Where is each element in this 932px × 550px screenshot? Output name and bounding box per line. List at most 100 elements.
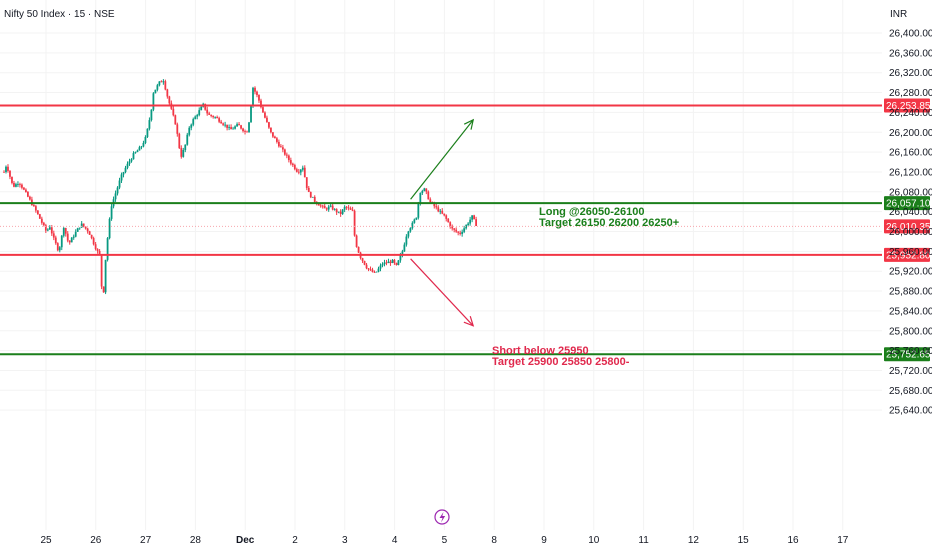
candle [453, 227, 456, 233]
candle-body [184, 144, 187, 150]
candle [60, 234, 63, 251]
candle [238, 122, 240, 126]
level-resistance[interactable]: 26,253.85 [0, 98, 931, 113]
y-tick-label: 26,320.00 [889, 68, 932, 79]
candle [144, 135, 147, 145]
candle-body [214, 116, 217, 118]
lightning-icon [439, 512, 446, 523]
candle [260, 98, 262, 109]
y-tick-label: 25,960.00 [889, 247, 932, 258]
candle [385, 259, 388, 266]
trade-arrows[interactable] [410, 118, 475, 327]
level-badge [884, 347, 930, 362]
candle [266, 115, 268, 123]
candle [21, 183, 23, 190]
candle-body [262, 107, 264, 113]
candle [198, 107, 201, 117]
candle [222, 122, 225, 127]
candle-body [200, 106, 203, 111]
candle-body [80, 223, 83, 228]
candle-body [345, 206, 348, 208]
candle-body [60, 235, 63, 248]
candle-body [272, 132, 274, 137]
price-axis[interactable]: 26,400.00 26,360.00 26,320.00 26,280.00 26,2… [889, 29, 932, 417]
candle [190, 123, 193, 131]
level-resistance[interactable]: 25,952.80 [0, 247, 931, 262]
candle-body [7, 166, 9, 171]
price-levels[interactable]: 26,010.35 26,253.85 26,057.10 25,952.80 25,7… [0, 98, 931, 362]
candle-body [441, 210, 444, 214]
candle-body [224, 124, 227, 126]
candle [461, 229, 464, 237]
candle-body [311, 196, 314, 198]
candle [443, 213, 446, 217]
level-support[interactable]: 26,057.10 [0, 196, 931, 211]
y-tick-label: 25,920.00 [889, 267, 932, 278]
candle-body [391, 259, 394, 263]
candle [457, 231, 460, 236]
candle-body [268, 122, 270, 128]
candle-body [411, 222, 414, 229]
candle [276, 136, 278, 144]
candle-body [375, 271, 378, 273]
x-tick-label: 3 [342, 535, 348, 546]
candle [36, 210, 39, 215]
y-tick-label: 25,720.00 [889, 366, 932, 377]
candle [405, 234, 408, 247]
candle [150, 109, 153, 122]
candle-body [34, 206, 37, 211]
event-marker[interactable] [434, 509, 450, 525]
candle [82, 223, 85, 228]
candle-body [258, 95, 260, 101]
candle [283, 148, 286, 156]
candle-body [279, 146, 282, 148]
candle-body [457, 231, 460, 233]
arrow-head [463, 118, 475, 130]
y-tick-label: 26,200.00 [889, 128, 932, 139]
long-arrow[interactable] [410, 118, 475, 200]
candle-body [38, 214, 41, 219]
candle-body [307, 187, 310, 193]
candle [409, 227, 412, 233]
candle [307, 185, 310, 193]
candle [381, 262, 384, 268]
candle [72, 234, 75, 240]
candle-body [118, 180, 121, 188]
candle [96, 248, 99, 254]
candle-body [11, 176, 13, 183]
candle [46, 228, 49, 232]
candle-body [246, 131, 248, 133]
candle-body [150, 109, 153, 121]
candle-body [335, 209, 338, 213]
candle-body [419, 193, 422, 203]
candle-body [349, 208, 352, 210]
candle-body [74, 231, 77, 237]
candle [321, 204, 324, 209]
candle [62, 226, 65, 238]
level-support[interactable]: 25,752.65 [0, 347, 931, 362]
candle [391, 259, 394, 264]
candle [70, 236, 73, 243]
candle [379, 263, 382, 272]
candle-body [365, 264, 368, 269]
candle-body [443, 213, 446, 216]
time-axis[interactable]: 25 26 27 28 Dec 2 3 4 5 8 9 10 11 12 15 16 17 [40, 535, 848, 546]
candle-body [461, 231, 464, 234]
candle-body [9, 170, 11, 177]
candle-body [188, 127, 191, 135]
candle [305, 177, 308, 191]
candle [343, 205, 346, 213]
candle-body [196, 114, 199, 117]
candle [289, 157, 292, 166]
candle-body [50, 227, 53, 234]
candle-body [407, 231, 410, 237]
candle [78, 227, 81, 230]
y-tick-label: 25,840.00 [889, 306, 932, 317]
candle [5, 165, 7, 174]
candle-body [3, 171, 5, 173]
short-arrow[interactable] [410, 258, 475, 327]
